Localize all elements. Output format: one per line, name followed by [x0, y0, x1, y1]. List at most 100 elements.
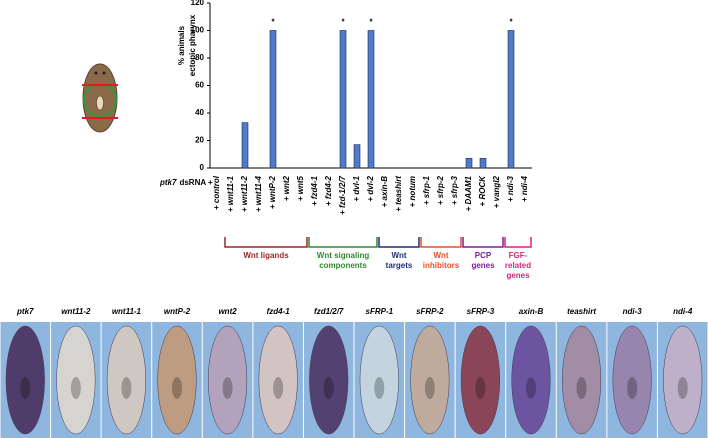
- y-tick-label: 20: [195, 136, 204, 145]
- x-tick-label: + ROCK: [478, 175, 487, 207]
- panel-label: teashirt: [567, 307, 596, 316]
- group-bracket: [420, 237, 462, 248]
- panel-label: wnt2: [218, 307, 237, 316]
- x-tick-label: + wntP-2: [268, 175, 277, 209]
- x-tick-label: + wnt11-1: [226, 175, 235, 212]
- worm-pharynx: [576, 377, 587, 399]
- x-tick-label: + teashirt: [394, 176, 403, 212]
- group-label: Wnt ligands: [243, 251, 289, 260]
- x-tick-label: + fzd4-2: [324, 175, 333, 206]
- panel-label: sFRP-3: [467, 307, 495, 316]
- worm: [309, 325, 349, 435]
- worm: [460, 325, 500, 435]
- x-tick-label: + wnt2: [282, 175, 291, 201]
- panel-label: wnt11-2: [61, 307, 91, 316]
- group-label: PCP: [475, 251, 492, 260]
- x-tick-label: + dvl-1: [352, 175, 361, 201]
- bar: [367, 30, 375, 169]
- worm-pharynx: [70, 377, 81, 399]
- worm-pharynx: [374, 377, 385, 399]
- worm-pharynx: [273, 377, 284, 399]
- x-tick-label: + wnt5: [296, 175, 305, 201]
- panel-label: ptk7: [16, 307, 34, 316]
- row-label: ptk7 dsRNA +: [159, 178, 213, 187]
- panel-label: wntP-2: [164, 307, 191, 316]
- group-label: FGF-: [509, 251, 528, 260]
- bar: [269, 30, 277, 169]
- x-tick-label: + wnt11-4: [254, 175, 263, 212]
- worm-pharynx: [121, 377, 132, 399]
- worm: [612, 325, 652, 435]
- group-label: genes: [471, 261, 495, 270]
- x-tick-label: + sfrp-2: [436, 175, 445, 205]
- x-tick-label: + wnt11-2: [240, 175, 249, 212]
- group-label: genes: [506, 271, 530, 280]
- worm: [562, 325, 602, 435]
- bar: [353, 144, 361, 169]
- x-tick-label: + fzd4-1: [310, 175, 319, 206]
- worm: [359, 325, 399, 435]
- group-bracket: [224, 237, 308, 248]
- planarian-diagram: [82, 63, 118, 133]
- y-tick-label: 120: [191, 0, 205, 7]
- worm-pharynx: [20, 377, 31, 399]
- y-tick-label: 0: [200, 163, 205, 172]
- x-tick-label: + ndi-3: [506, 175, 515, 202]
- x-tick-label: + dvl-2: [366, 175, 375, 201]
- panel-label: wnt11-1: [112, 307, 142, 316]
- worm-pharynx: [222, 377, 233, 399]
- annotation: *: [271, 18, 275, 27]
- x-tick-label: + sfrp-3: [450, 175, 459, 205]
- panel-label: ndi-4: [673, 307, 693, 316]
- y-tick-label: 60: [195, 81, 204, 90]
- x-tick-label: + sfrp-1: [422, 175, 431, 205]
- annotation: *: [369, 18, 373, 27]
- worm: [511, 325, 551, 435]
- group-label: Wnt: [391, 251, 406, 260]
- group-label: inhibitors: [423, 261, 460, 270]
- worm-pharynx: [424, 377, 435, 399]
- worm: [208, 325, 248, 435]
- annotation: *: [509, 18, 513, 27]
- worm: [157, 325, 197, 435]
- panel-label: ndi-3: [623, 307, 643, 316]
- y-tick-label: 100: [191, 26, 205, 35]
- worm: [5, 325, 45, 435]
- x-tick-label: + vangl2: [492, 175, 501, 208]
- panel-label: axin-B: [519, 307, 544, 316]
- group-label: Wnt signaling: [317, 251, 370, 260]
- row-label-gene: ptk7: [159, 178, 177, 187]
- group-label: Wnt: [433, 251, 448, 260]
- group-bracket: [378, 237, 420, 248]
- worm: [663, 325, 703, 435]
- worm-pharynx: [323, 377, 334, 399]
- bar: [339, 30, 347, 169]
- x-tick-label: + ndi-4: [520, 175, 529, 202]
- bar: [465, 158, 473, 169]
- group-bracket: [308, 237, 378, 248]
- worm: [410, 325, 450, 435]
- annotation: *: [341, 18, 345, 27]
- bar: [479, 158, 487, 169]
- panel-label: sFRP-2: [416, 307, 444, 316]
- group-bracket: [504, 237, 532, 248]
- bar: [507, 30, 515, 169]
- panel-label: sFRP-1: [366, 307, 394, 316]
- row-label-text: dsRNA +: [179, 178, 213, 187]
- worm: [258, 325, 298, 435]
- worm-pharynx: [475, 377, 486, 399]
- y-axis-label: % animals: [177, 25, 186, 65]
- y-tick-label: 80: [195, 53, 204, 62]
- panel-label: fzd4-1: [267, 307, 291, 316]
- group-bracket: [462, 237, 504, 248]
- group-label: targets: [386, 261, 413, 270]
- worm-pharynx: [172, 377, 182, 399]
- group-label: components: [319, 261, 367, 270]
- worm: [56, 325, 96, 435]
- x-tick-label: + DAAM1: [464, 175, 473, 211]
- bar: [241, 122, 249, 169]
- x-tick-label: + control: [212, 175, 221, 210]
- group-label: related: [505, 261, 531, 270]
- worm-pharynx: [627, 377, 638, 399]
- x-tick-label: + axin-B: [380, 176, 389, 208]
